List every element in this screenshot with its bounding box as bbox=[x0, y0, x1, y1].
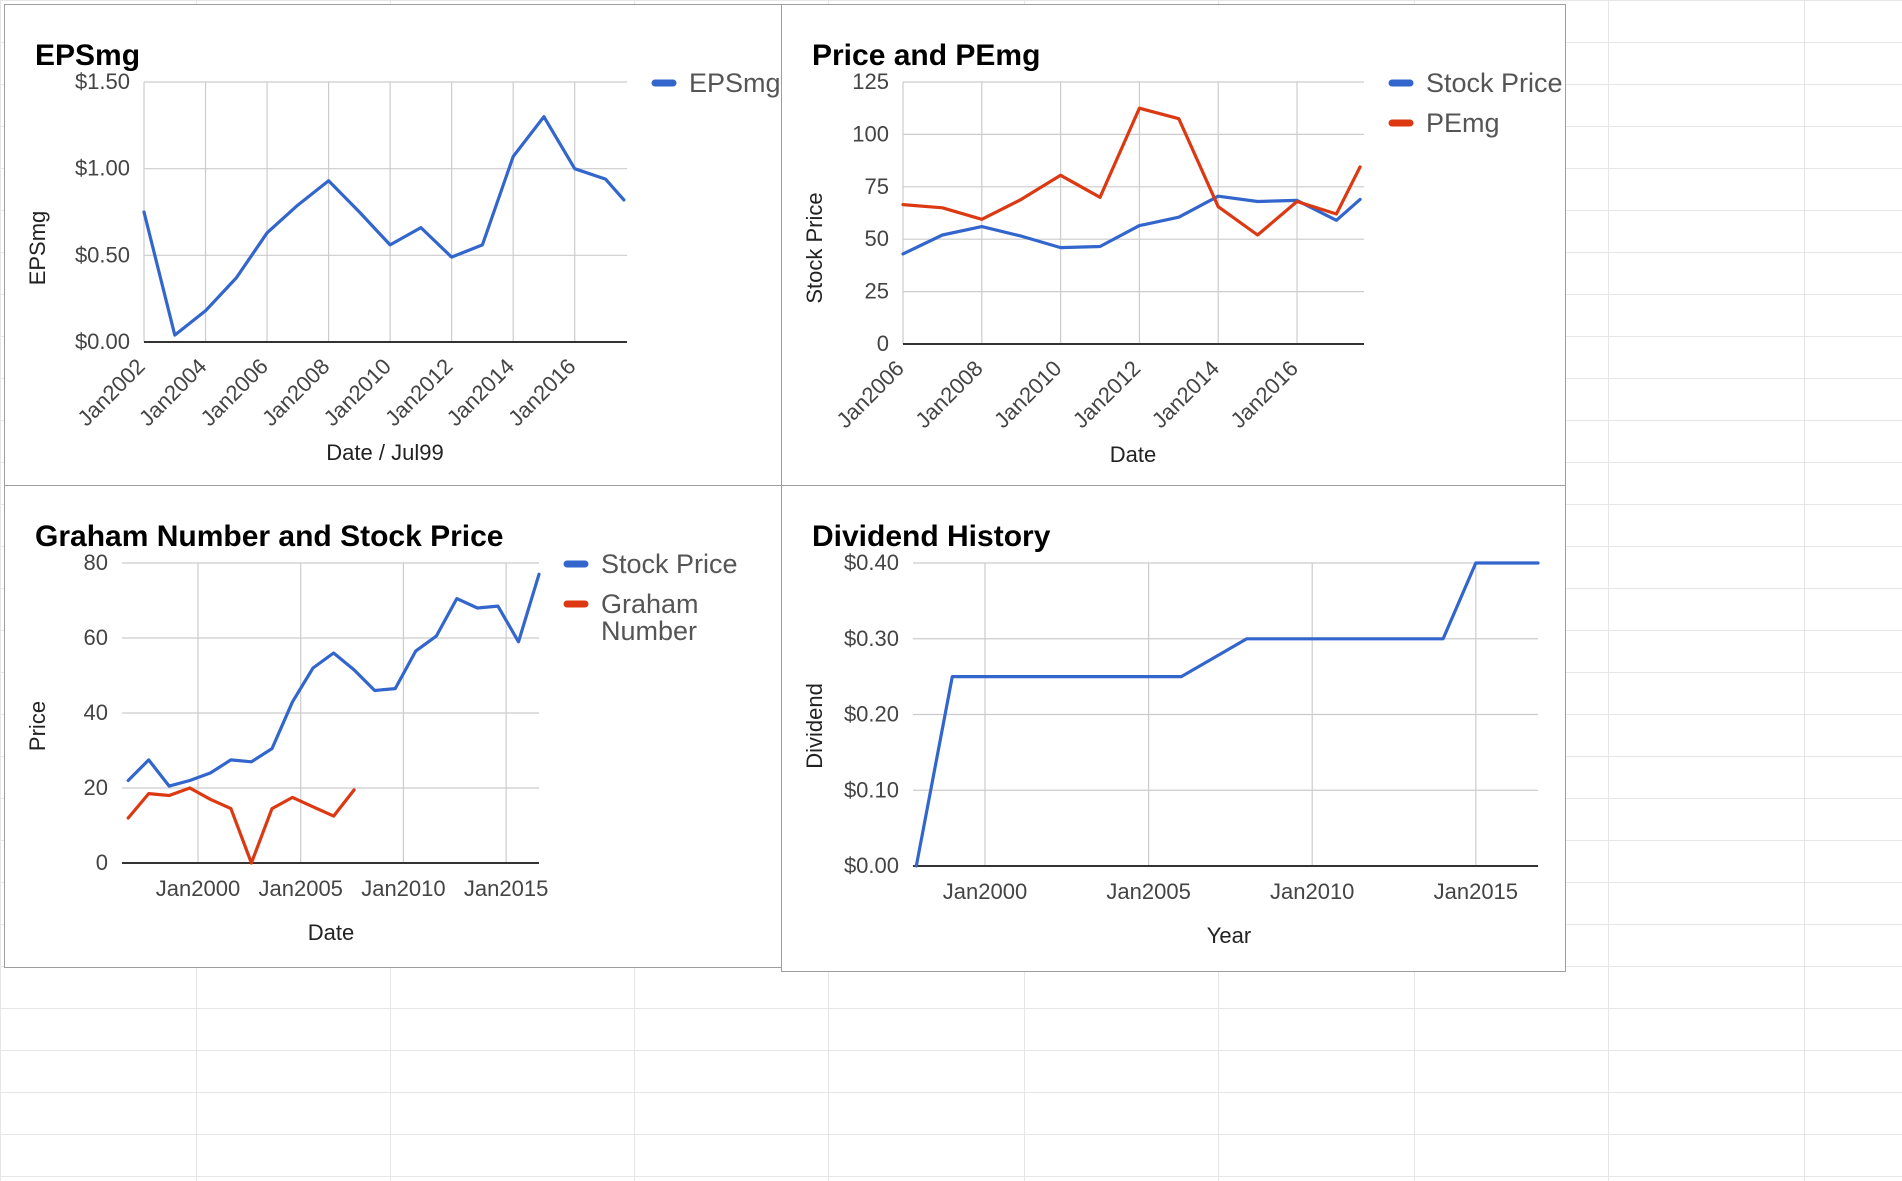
y-axis-title: Price bbox=[25, 701, 50, 751]
y-tick-label: 0 bbox=[96, 850, 108, 875]
x-tick-label: Jan2005 bbox=[1106, 879, 1190, 904]
legend-label: Graham Number bbox=[601, 589, 699, 646]
series-line-1 bbox=[914, 561, 1540, 868]
x-tick-label: Jan2008 bbox=[257, 354, 334, 431]
y-tick-label: 100 bbox=[852, 121, 889, 146]
x-axis-title: Date bbox=[1110, 442, 1156, 467]
chart-title: Dividend History bbox=[812, 520, 1051, 553]
x-tick-label: Jan2010 bbox=[1270, 879, 1354, 904]
x-tick-label: Jan2002 bbox=[73, 354, 150, 431]
legend-label: Stock Price bbox=[1426, 68, 1563, 98]
y-tick-label: 20 bbox=[84, 775, 108, 800]
y-tick-label: $0.50 bbox=[75, 242, 130, 267]
x-tick-label: Jan2014 bbox=[442, 354, 519, 431]
series-line-2 bbox=[126, 786, 356, 865]
x-tick-label: Jan2000 bbox=[943, 879, 1027, 904]
dividend-chart-panel: Dividend History $0.00 $0.10 $0.20 $0.30 $0.… bbox=[781, 485, 1566, 972]
x-tick-label: Jan2016 bbox=[1226, 356, 1303, 433]
dividend-chart: $0.00 $0.10 $0.20 $0.30 $0.40 Jan2000 Jan2005 J… bbox=[802, 550, 1540, 948]
y-tick-label: $0.10 bbox=[844, 777, 899, 802]
x-tick-label: Jan2006 bbox=[832, 356, 909, 433]
price-pemg-chart-panel: Price and PEmg 0 25 50 75 100 125 Jan2006 Jan20… bbox=[781, 4, 1566, 486]
y-tick-label: 125 bbox=[852, 69, 889, 94]
chart-title: Graham Number and Stock Price bbox=[35, 520, 504, 553]
series-line-1 bbox=[126, 572, 541, 788]
legend-label: Stock Price bbox=[601, 549, 738, 579]
legend-label: EPSmg bbox=[689, 68, 781, 98]
y-axis-title: Stock Price bbox=[802, 192, 827, 303]
x-tick-label: Jan2016 bbox=[503, 354, 580, 431]
x-tick-label: Jan2014 bbox=[1147, 356, 1224, 433]
x-tick-label: Jan2006 bbox=[196, 354, 273, 431]
y-tick-label: 25 bbox=[865, 279, 889, 304]
chart-title: Price and PEmg bbox=[812, 39, 1041, 72]
epsmg-chart: $0.00$0.50$1.00$1.50Jan2002Jan2004Jan200… bbox=[25, 68, 781, 465]
epsmg-chart-panel: EPSmg $0.00 $0.50 $1.00 $1.50 Jan2002 Jan2004… bbox=[4, 4, 783, 486]
y-tick-label: 75 bbox=[865, 174, 889, 199]
y-tick-label: 0 bbox=[877, 331, 889, 356]
y-tick-label: $0.00 bbox=[75, 329, 130, 354]
y-tick-label: 40 bbox=[84, 700, 108, 725]
x-tick-label: Jan2010 bbox=[989, 356, 1066, 433]
x-axis-title: Date / Jul99 bbox=[326, 440, 443, 465]
legend-label: PEmg bbox=[1426, 108, 1500, 138]
chart-title: EPSmg bbox=[35, 39, 141, 72]
y-tick-label: 50 bbox=[865, 226, 889, 251]
x-tick-label: Jan2012 bbox=[380, 354, 457, 431]
x-tick-label: Jan2000 bbox=[156, 876, 240, 901]
x-tick-label: Jan2004 bbox=[134, 354, 211, 431]
x-tick-label: Jan2012 bbox=[1068, 356, 1145, 433]
x-tick-label: Jan2015 bbox=[464, 876, 548, 901]
graham-chart-panel: Graham Number and Stock Price 0 20 40 60 80 J… bbox=[4, 485, 783, 968]
y-tick-label: $0.30 bbox=[844, 626, 899, 651]
y-axis-title: Dividend bbox=[802, 683, 827, 769]
y-tick-label: $0.40 bbox=[844, 550, 899, 575]
x-axis-title: Date bbox=[308, 920, 354, 945]
series-line-1 bbox=[142, 115, 626, 337]
y-axis-title: EPSmg bbox=[25, 211, 50, 286]
x-tick-label: Jan2010 bbox=[319, 354, 396, 431]
graham-chart: 0 20 40 60 80 Jan2000 Jan2005 Jan2010 Jan2015 Dat… bbox=[25, 549, 738, 945]
y-tick-label: $1.50 bbox=[75, 69, 130, 94]
x-tick-label: Jan2008 bbox=[910, 356, 987, 433]
series-line-2 bbox=[901, 106, 1362, 237]
x-axis-title: Year bbox=[1207, 923, 1251, 948]
x-tick-label: Jan2010 bbox=[361, 876, 445, 901]
y-tick-label: $0.20 bbox=[844, 702, 899, 727]
y-tick-label: 80 bbox=[84, 550, 108, 575]
x-tick-label: Jan2005 bbox=[259, 876, 343, 901]
y-tick-label: $1.00 bbox=[75, 156, 130, 181]
x-tick-label: Jan2015 bbox=[1434, 879, 1518, 904]
y-tick-label: 60 bbox=[84, 625, 108, 650]
y-tick-label: $0.00 bbox=[844, 853, 899, 878]
